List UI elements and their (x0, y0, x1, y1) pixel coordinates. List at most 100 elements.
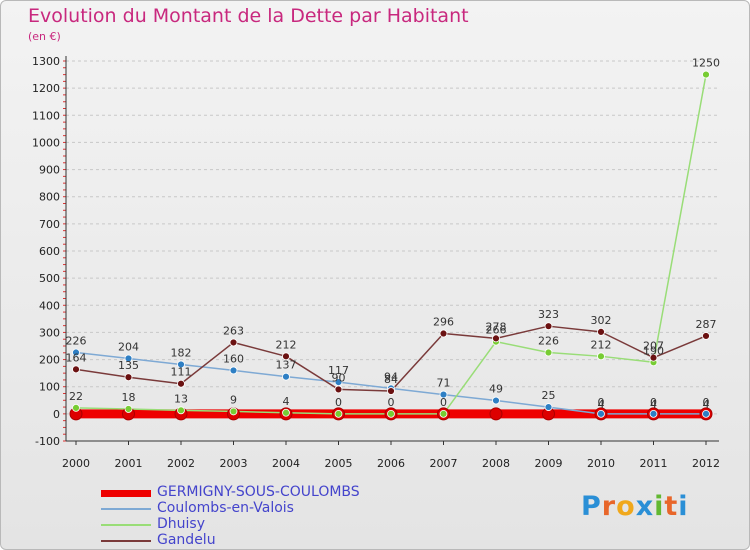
data-point (702, 409, 710, 418)
y-tick-label: 200 (39, 354, 60, 367)
logo-letter: o (616, 491, 636, 522)
data-point (544, 322, 553, 331)
data-point (177, 379, 185, 388)
legend-label-gandelu: Gandelu (157, 532, 216, 548)
data-label: 0 (598, 396, 605, 409)
logo-letter: t (664, 491, 679, 522)
x-tick-label: 2012 (692, 457, 720, 470)
data-point (387, 387, 395, 395)
line-chart: -100010020030040050060070080090010001100… (32, 55, 721, 470)
data-label: 4 (650, 398, 657, 411)
x-tick-label: 2005 (325, 457, 353, 470)
data-point (177, 360, 185, 369)
data-point (492, 396, 500, 405)
data-label: 4 (598, 398, 605, 411)
y-tick-label: 1200 (32, 82, 60, 95)
data-point (229, 407, 238, 416)
data-label: 226 (66, 335, 87, 348)
x-tick-label: 2002 (167, 457, 195, 470)
data-label: 18 (122, 391, 136, 404)
data-label: 226 (538, 335, 559, 348)
data-label: 182 (171, 346, 192, 359)
y-tick-label: 300 (39, 326, 60, 339)
data-label: 204 (118, 340, 139, 353)
data-label: 137 (276, 359, 297, 372)
legend-item-gandelu: Gandelu (101, 532, 421, 549)
y-tick-label: 500 (39, 272, 60, 285)
data-label: 111 (171, 366, 192, 379)
x-tick-label: 2000 (62, 457, 90, 470)
data-point (72, 348, 80, 357)
data-point (702, 332, 710, 340)
data-label: 266 (486, 324, 507, 337)
data-point (649, 409, 658, 418)
data-label: 94 (384, 370, 398, 383)
data-point (387, 409, 395, 418)
legend-swatch-coulombs (101, 508, 151, 510)
data-point (334, 409, 343, 418)
data-point (492, 334, 500, 343)
data-point (72, 403, 80, 412)
y-tick-label: 400 (39, 299, 60, 312)
y-tick-label: 1300 (32, 55, 60, 68)
data-point (597, 327, 605, 336)
data-label: 164 (66, 351, 87, 364)
legend-swatch-dhuisy (101, 524, 151, 526)
data-point (229, 338, 238, 347)
logo-letter: i (678, 491, 689, 522)
legend-label-dhuisy: Dhuisy (157, 516, 205, 532)
data-label: 71 (437, 377, 451, 390)
y-tick-label: 900 (39, 164, 60, 177)
y-axis-ticks: -100 0 100 200 300 400 500 600 700 800 900 1000 1100… (32, 55, 60, 448)
x-tick-label: 2001 (115, 457, 143, 470)
data-label: 0 (335, 396, 342, 409)
data-label: 117 (328, 364, 349, 377)
data-label: 212 (276, 338, 297, 351)
data-point (282, 352, 290, 361)
data-point (124, 354, 133, 363)
data-point (124, 405, 133, 413)
x-tick-label: 2008 (482, 457, 510, 470)
data-point (124, 373, 133, 382)
x-tick-label: 2009 (535, 457, 563, 470)
x-tick-label: 2006 (377, 457, 405, 470)
y-tick-label: 0 (53, 408, 60, 421)
data-label: 207 (643, 340, 664, 353)
data-label: 212 (591, 338, 612, 351)
data-label: 4 (283, 395, 290, 408)
legend-label-coulombs: Coulombs-en-Valois (157, 500, 294, 516)
data-label: 25 (542, 389, 556, 402)
data-point (649, 353, 658, 362)
data-point (489, 407, 503, 421)
data-label: 13 (174, 392, 188, 405)
data-point (544, 348, 553, 357)
legend-item-coulombs: Coulombs-en-Valois (101, 500, 421, 517)
x-tick-label: 2010 (587, 457, 615, 470)
series-group (69, 70, 713, 421)
data-label: 0 (650, 396, 657, 409)
data-point (334, 385, 343, 394)
x-tick-label: 2003 (220, 457, 248, 470)
chart-subtitle: (en €) (28, 30, 61, 43)
data-label: 160 (223, 352, 244, 365)
data-label: 0 (703, 396, 710, 409)
data-label: 0 (388, 396, 395, 409)
data-label: 278 (486, 320, 507, 333)
chart-title: Evolution du Montant de la Dette par Hab… (28, 5, 469, 27)
data-point (439, 329, 448, 338)
data-label: 135 (118, 359, 139, 372)
data-label: 22 (69, 390, 83, 403)
data-label: 287 (696, 318, 717, 331)
logo-letter: P (581, 491, 602, 522)
data-label: 190 (643, 344, 664, 357)
data-point (597, 409, 605, 418)
data-label: 9 (230, 393, 237, 406)
legend-swatch-gandelu (101, 540, 151, 542)
logo-letter: i (654, 491, 665, 522)
data-point (229, 366, 238, 375)
y-tick-label: -100 (35, 435, 60, 448)
legend-item-germigny: GERMIGNY-SOUS-COULOMBS (101, 484, 421, 501)
proxiti-logo: Proxiti (581, 491, 689, 522)
